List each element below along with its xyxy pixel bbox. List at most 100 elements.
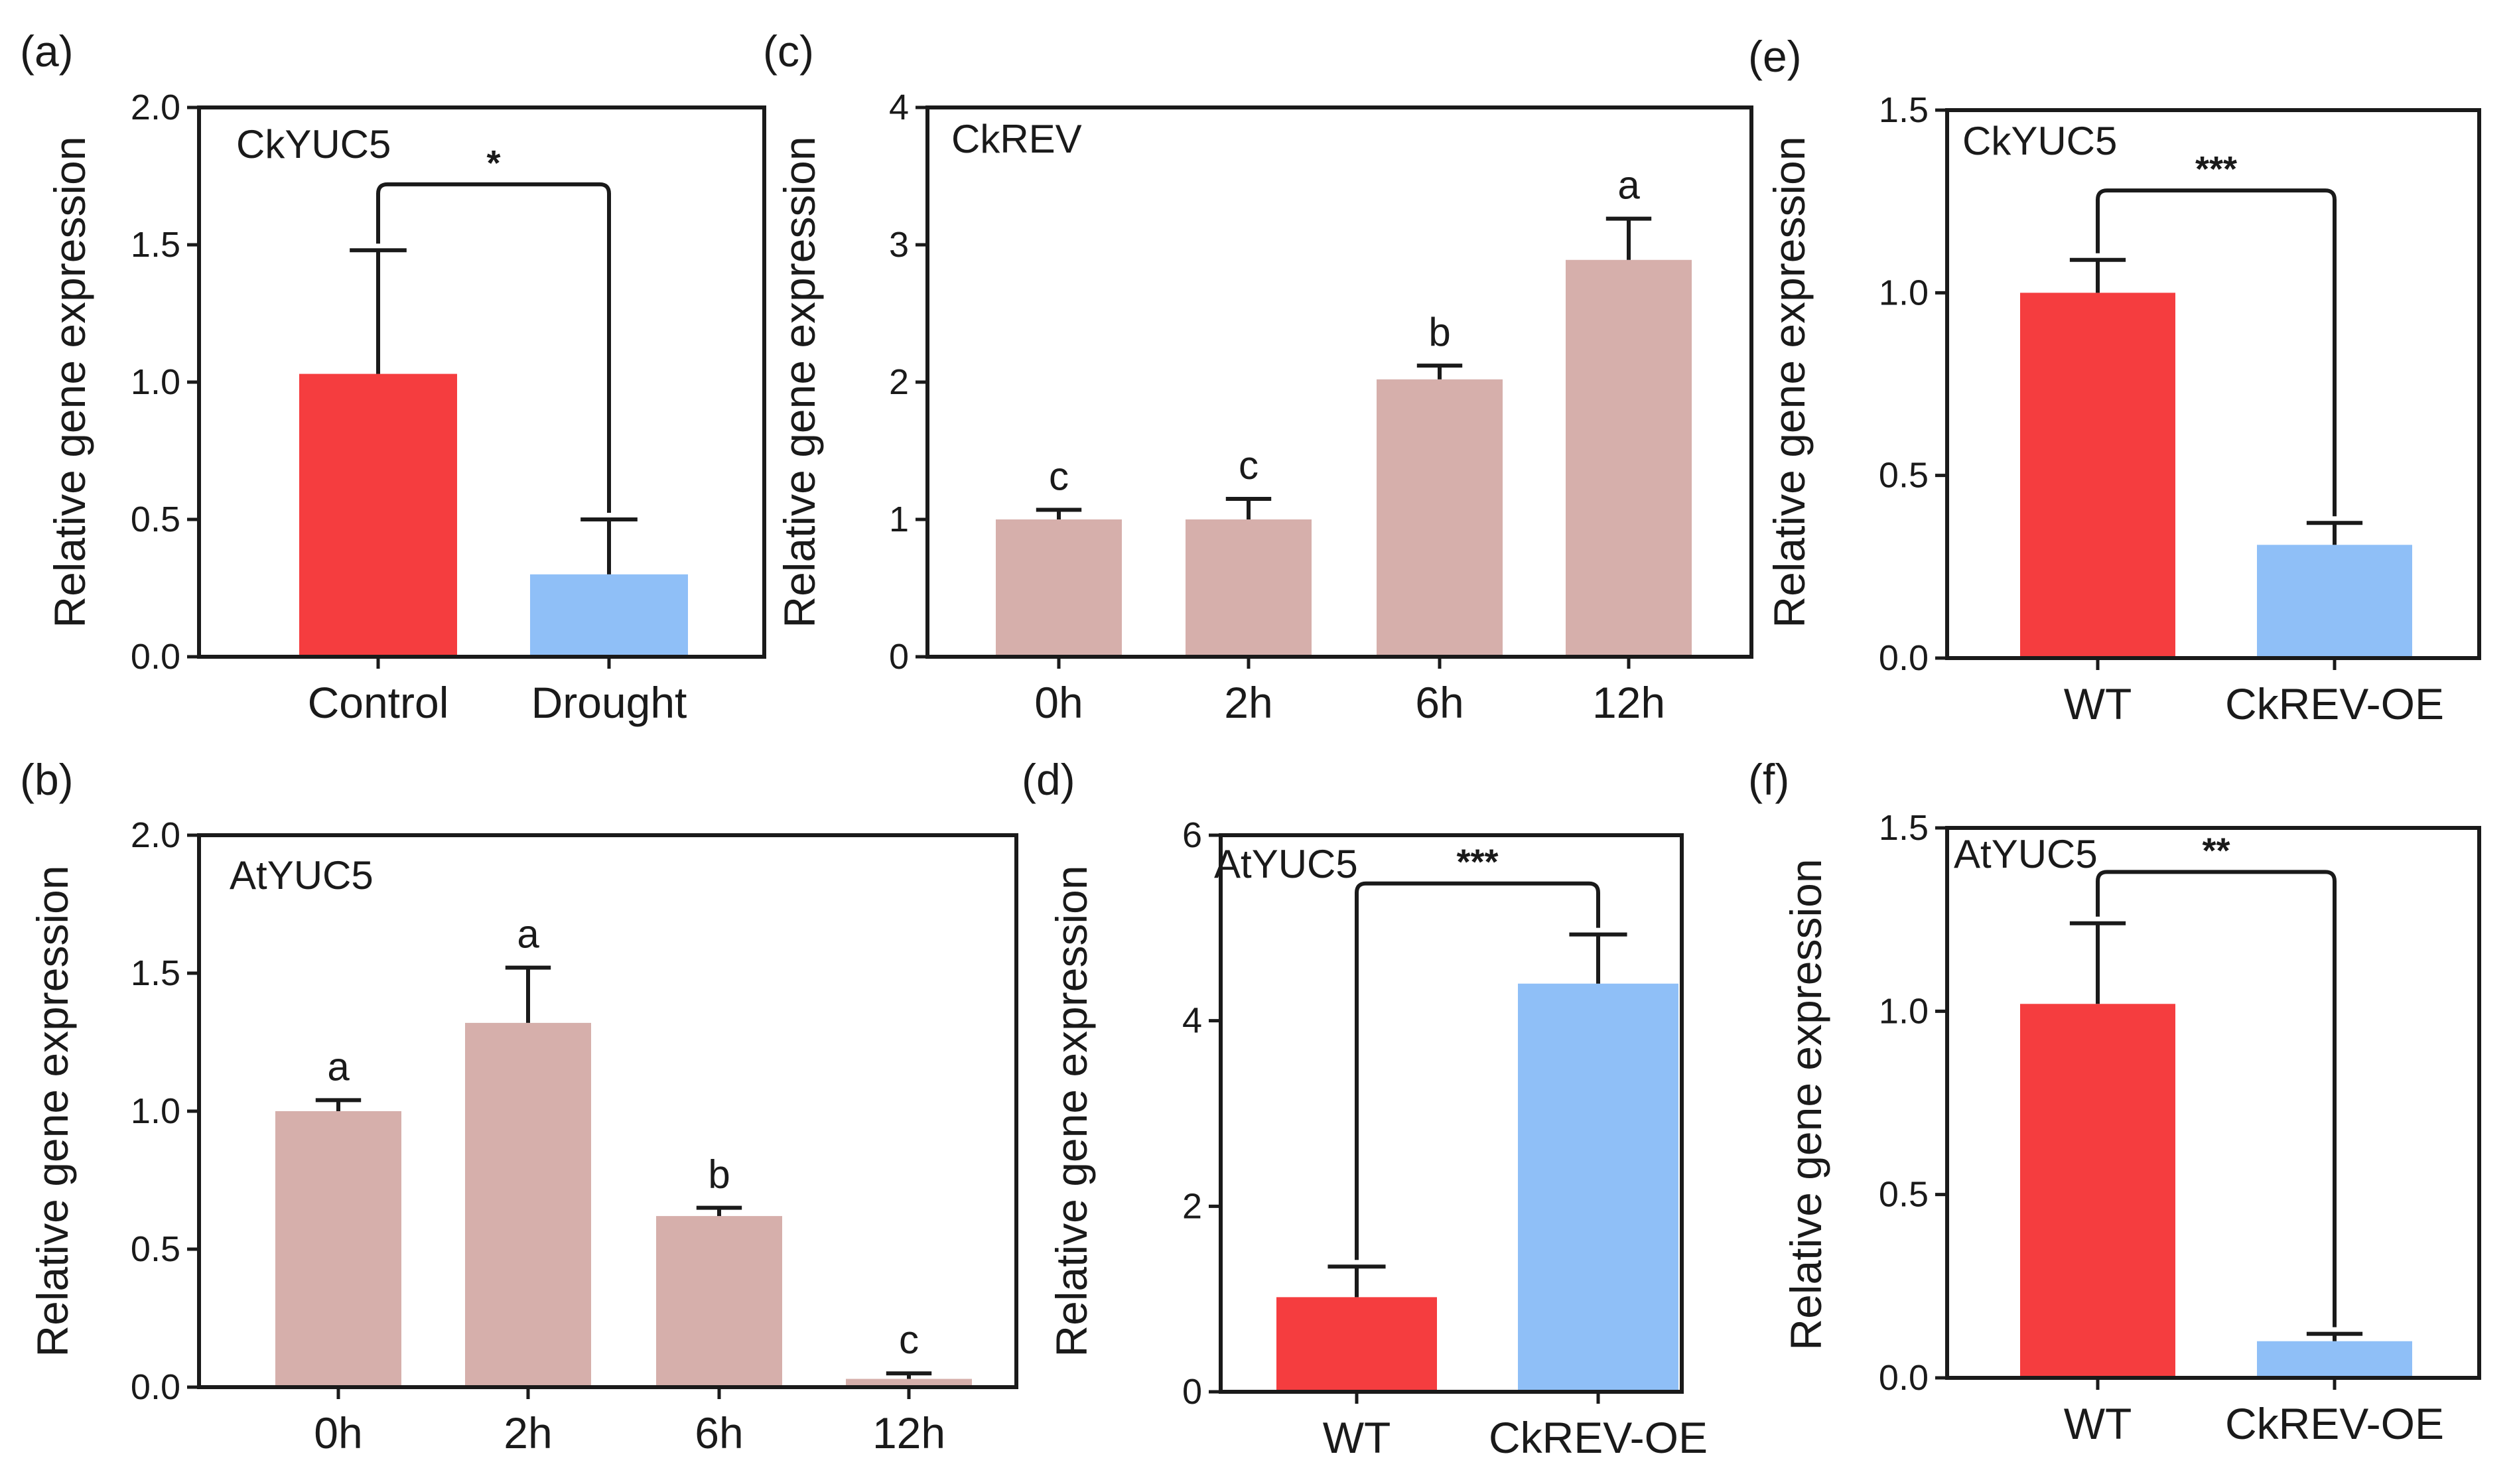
significance-label: *** bbox=[2195, 149, 2237, 189]
x-tick-label: 0h bbox=[314, 1408, 362, 1457]
x-tick-label: 6h bbox=[1415, 678, 1464, 727]
y-tick-label: 0.5 bbox=[1879, 456, 1929, 496]
x-tick-label: 12h bbox=[872, 1408, 945, 1457]
y-tick-label: 2 bbox=[889, 362, 909, 402]
bar-wt bbox=[1276, 1297, 1437, 1392]
bar-wt bbox=[2020, 1004, 2175, 1378]
plot-frame bbox=[1945, 108, 2481, 660]
y-tick-label: 1.5 bbox=[1879, 808, 1929, 848]
bar-significance-letter: c bbox=[1049, 454, 1069, 499]
significance-bracket bbox=[2096, 188, 2337, 517]
bar-2h bbox=[465, 1022, 591, 1387]
panel-label: (c) bbox=[763, 27, 814, 76]
y-tick-label: 1.5 bbox=[131, 225, 180, 265]
significance-bracket bbox=[2096, 870, 2337, 1327]
y-tick-label: 1.5 bbox=[1879, 90, 1929, 130]
y-tick-label: 2.0 bbox=[131, 88, 180, 127]
bar-0h bbox=[275, 1111, 401, 1387]
y-tick-label: 1.0 bbox=[1879, 273, 1929, 312]
panel-label: (e) bbox=[1748, 32, 1802, 81]
panel-label: (f) bbox=[1748, 755, 1789, 804]
bar-drought bbox=[530, 574, 688, 657]
x-tick-label: CkREV-OE bbox=[1489, 1413, 1708, 1462]
y-axis-label: Relative gene expression bbox=[1781, 858, 1830, 1350]
y-tick-label: 0 bbox=[889, 637, 909, 677]
bar-12h bbox=[846, 1379, 972, 1387]
y-tick-label: 0.5 bbox=[1879, 1175, 1929, 1215]
bar-ckrev-oe bbox=[1518, 983, 1678, 1392]
y-axis-label: Relative gene expression bbox=[1047, 865, 1096, 1357]
bar-control bbox=[299, 373, 457, 657]
y-axis-label: Relative gene expression bbox=[775, 136, 824, 628]
bar-ckrev-oe bbox=[2257, 1341, 2412, 1378]
significance-label: ** bbox=[2202, 831, 2230, 870]
y-axis-label: Relative gene expression bbox=[45, 136, 94, 628]
panel-b: 0.0 0.5 1.0 1.5 2.0 0h 2h 6h 12h a a b c AtYUC5 (b) Rel… bbox=[20, 755, 1018, 1457]
panel-label: (d) bbox=[1022, 755, 1075, 804]
bar-significance-letter: a bbox=[327, 1044, 350, 1089]
y-tick-label: 1.0 bbox=[131, 362, 180, 402]
y-tick-label: 0.0 bbox=[131, 637, 180, 677]
x-tick-label: 2h bbox=[504, 1408, 552, 1457]
chart-title: CkYUC5 bbox=[236, 122, 391, 167]
y-tick-label: 4 bbox=[1182, 1001, 1202, 1041]
x-tick-label: CkREV-OE bbox=[2225, 679, 2444, 728]
x-tick-label: Drought bbox=[531, 678, 687, 727]
x-tick-label: WT bbox=[2064, 1399, 2132, 1448]
y-tick-label: 2 bbox=[1182, 1186, 1202, 1226]
x-tick-label: 12h bbox=[1592, 678, 1665, 727]
y-tick-label: 1 bbox=[889, 500, 909, 539]
panel-d: 0 2 4 6 WT CkREV-OE *** AtYUC5 (d) Relative gene … bbox=[1022, 755, 1708, 1462]
y-axis-label: Relative gene expression bbox=[1765, 136, 1814, 628]
y-tick-label: 0.0 bbox=[131, 1367, 180, 1407]
x-tick-label: 6h bbox=[695, 1408, 743, 1457]
significance-bracket bbox=[376, 182, 611, 513]
plot-frame bbox=[1219, 833, 1684, 1394]
x-tick-label: CkREV-OE bbox=[2225, 1399, 2444, 1448]
chart-title: AtYUC5 bbox=[1214, 842, 1358, 886]
x-tick-label: 2h bbox=[1224, 678, 1272, 727]
chart-title: AtYUC5 bbox=[230, 853, 374, 898]
y-tick-label: 0.5 bbox=[131, 500, 180, 539]
x-tick-label: WT bbox=[1323, 1413, 1391, 1462]
y-axis-label: Relative gene expression bbox=[28, 865, 77, 1357]
bar-0h bbox=[996, 519, 1122, 657]
bar-significance-letter: a bbox=[517, 912, 539, 957]
y-tick-label: 0.0 bbox=[1879, 638, 1929, 678]
y-tick-label: 0.5 bbox=[131, 1229, 180, 1269]
panel-f: 0.0 0.5 1.0 1.5 WT CkREV-OE ** AtYUC5 (f) Relativ… bbox=[1748, 755, 2481, 1448]
y-tick-label: 1.0 bbox=[131, 1091, 180, 1131]
y-tick-label: 2.0 bbox=[131, 815, 180, 855]
bar-significance-letter: b bbox=[1428, 310, 1450, 354]
bar-12h bbox=[1566, 259, 1692, 657]
y-tick-label: 0 bbox=[1182, 1372, 1202, 1412]
chart-title: CkREV bbox=[951, 117, 1082, 161]
x-tick-label: WT bbox=[2064, 679, 2132, 728]
bar-wt bbox=[2020, 293, 2175, 658]
bar-ckrev-oe bbox=[2257, 545, 2412, 658]
bar-significance-letter: c bbox=[899, 1317, 919, 1362]
significance-label: *** bbox=[1456, 843, 1498, 882]
chart-title: AtYUC5 bbox=[1954, 832, 2098, 876]
y-tick-label: 3 bbox=[889, 225, 909, 265]
bar-significance-letter: a bbox=[1617, 163, 1640, 208]
panel-c: 0 1 2 3 4 0h 2h 6h 12h c c b a CkREV (c) Relative gene … bbox=[763, 27, 1753, 727]
plot-frame bbox=[1945, 826, 2481, 1380]
bar-6h bbox=[656, 1216, 782, 1387]
panel-label: (a) bbox=[20, 27, 74, 76]
significance-label: * bbox=[486, 143, 500, 183]
panel-a: 0.0 0.5 1.0 1.5 2.0 Control Drought * CkYUC5 (a) R… bbox=[20, 27, 766, 727]
y-tick-label: 6 bbox=[1182, 815, 1202, 855]
panel-label: (b) bbox=[20, 755, 74, 804]
significance-bracket bbox=[1355, 881, 1600, 1260]
y-tick-label: 1.5 bbox=[131, 953, 180, 993]
chart-title: CkYUC5 bbox=[1962, 119, 2117, 163]
bar-significance-letter: b bbox=[708, 1152, 730, 1197]
y-tick-label: 0.0 bbox=[1879, 1358, 1929, 1398]
x-tick-label: Control bbox=[308, 678, 449, 727]
bar-2h bbox=[1186, 519, 1312, 657]
y-tick-label: 4 bbox=[889, 88, 909, 127]
bar-significance-letter: c bbox=[1239, 443, 1259, 488]
panel-e: 0.0 0.5 1.0 1.5 WT CkREV-OE *** CkYUC5 (e) Relati… bbox=[1748, 32, 2481, 728]
